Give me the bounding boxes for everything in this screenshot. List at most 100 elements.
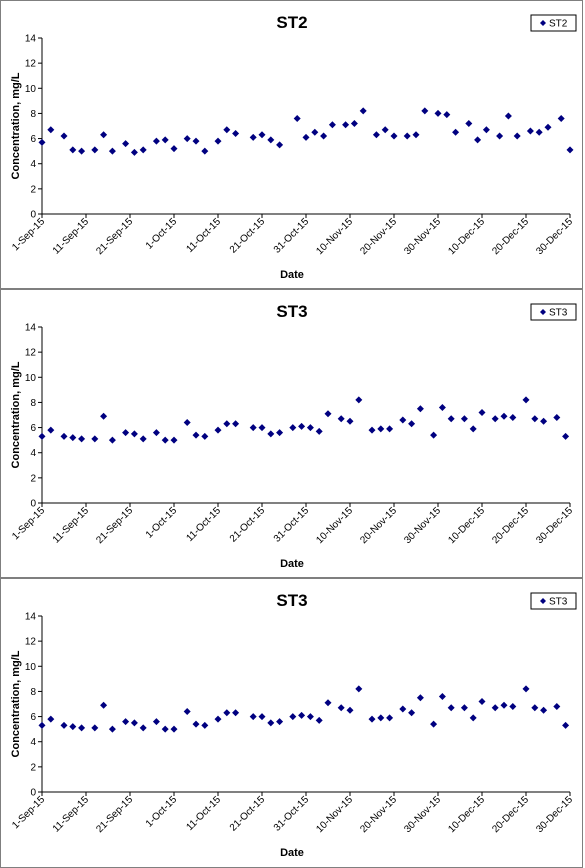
y-tick-label: 2: [30, 184, 36, 195]
data-point: [500, 701, 508, 709]
data-point: [100, 412, 108, 420]
y-tick-label: 8: [30, 109, 36, 120]
data-point: [482, 126, 490, 134]
data-point: [509, 703, 517, 711]
legend-box: [530, 303, 577, 321]
data-point: [108, 147, 116, 155]
data-point: [531, 415, 539, 423]
x-axis-label: Date: [280, 269, 304, 281]
data-point: [47, 715, 55, 723]
data-point: [161, 436, 169, 444]
data-point: [491, 704, 499, 712]
data-point: [469, 714, 477, 722]
data-point: [315, 427, 323, 435]
data-point: [78, 147, 86, 155]
x-tick-label: 20-Dec-15: [490, 794, 531, 835]
data-point: [522, 396, 530, 404]
data-point: [302, 133, 310, 141]
data-point: [38, 721, 46, 729]
data-point: [192, 720, 200, 728]
data-point: [368, 715, 376, 723]
y-tick-label: 12: [25, 348, 37, 359]
data-point: [214, 715, 222, 723]
data-point: [306, 424, 314, 432]
x-tick-label: 1-Oct-15: [144, 794, 180, 830]
data-point: [183, 708, 191, 716]
data-point: [438, 403, 446, 411]
y-tick-label: 0: [30, 210, 36, 221]
data-point: [408, 420, 416, 428]
y-tick-label: 0: [30, 788, 36, 799]
data-point: [509, 414, 517, 422]
x-tick-label: 11-Oct-15: [184, 794, 223, 833]
data-point: [496, 132, 504, 140]
data-point: [100, 131, 108, 139]
chart-st2: ST2 0 2 4 6 8 10 12 14 1-Sep-15 11-Sep-15 21-Sep-15…: [10, 13, 577, 281]
data-point: [553, 414, 561, 422]
data-point: [478, 697, 486, 705]
data-point: [337, 704, 345, 712]
data-point: [465, 119, 473, 127]
data-point: [152, 137, 160, 145]
x-tick-label: 1-Sep-15: [10, 216, 47, 253]
x-tick-label: 21-Sep-15: [94, 794, 135, 835]
data-point: [258, 713, 266, 721]
x-tick-label: 10-Dec-15: [446, 216, 487, 257]
legend: ST2: [530, 14, 577, 32]
data-point: [474, 136, 482, 144]
x-tick-label: 20-Nov-15: [358, 216, 399, 257]
chart-title: ST3: [276, 591, 307, 610]
chart-title: ST3: [276, 302, 307, 321]
data-point: [500, 412, 508, 420]
data-point: [535, 128, 543, 136]
data-point: [342, 121, 350, 129]
x-tick-label: 1-Oct-15: [144, 505, 180, 541]
chart-title: ST2: [276, 13, 307, 32]
data-point: [447, 704, 455, 712]
y-tick-label: 10: [25, 84, 37, 95]
data-point: [108, 725, 116, 733]
data-point: [562, 721, 570, 729]
data-point: [201, 147, 209, 155]
y-tick-label: 2: [30, 473, 36, 484]
data-point: [337, 415, 345, 423]
x-tick-label: 30-Dec-15: [534, 505, 575, 546]
legend-marker: [540, 309, 546, 315]
data-point: [130, 719, 138, 727]
data-point: [544, 123, 552, 131]
data-point: [355, 396, 363, 404]
x-tick-label: 1-Sep-15: [10, 505, 47, 542]
data-point: [47, 426, 55, 434]
y-tick-label: 0: [30, 499, 36, 510]
x-tick-label: 10-Nov-15: [314, 794, 355, 835]
legend: ST3: [530, 303, 577, 321]
data-point: [267, 430, 275, 438]
x-tick-label: 10-Dec-15: [446, 505, 487, 546]
data-point: [60, 132, 68, 140]
data-point: [108, 436, 116, 444]
data-point: [258, 131, 266, 139]
y-tick-label: 6: [30, 423, 36, 434]
data-point: [381, 126, 389, 134]
y-tick-label: 8: [30, 398, 36, 409]
x-tick-label: 10-Nov-15: [314, 505, 355, 546]
data-point: [350, 119, 358, 127]
x-tick-label: 20-Nov-15: [358, 505, 399, 546]
data-point: [249, 713, 257, 721]
y-tick-label: 8: [30, 687, 36, 698]
data-point: [276, 718, 284, 726]
legend-label: ST3: [549, 308, 568, 319]
data-point: [100, 701, 108, 709]
x-tick-label: 30-Nov-15: [402, 794, 443, 835]
data-point: [306, 713, 314, 721]
y-axis-label: Concentration, mg/L: [10, 361, 22, 468]
data-point: [460, 704, 468, 712]
y-tick-label: 10: [25, 373, 37, 384]
data-point: [258, 424, 266, 432]
data-point: [60, 432, 68, 440]
chart-panel-3: ST3 0 2 4 6 8 10 12 14 1-Sep-15 11-Sep-15 21-Sep-15…: [0, 578, 583, 868]
data-point: [192, 137, 200, 145]
data-point: [526, 127, 534, 135]
x-tick-label: 21-Oct-15: [228, 216, 268, 256]
y-tick-label: 14: [25, 612, 37, 623]
